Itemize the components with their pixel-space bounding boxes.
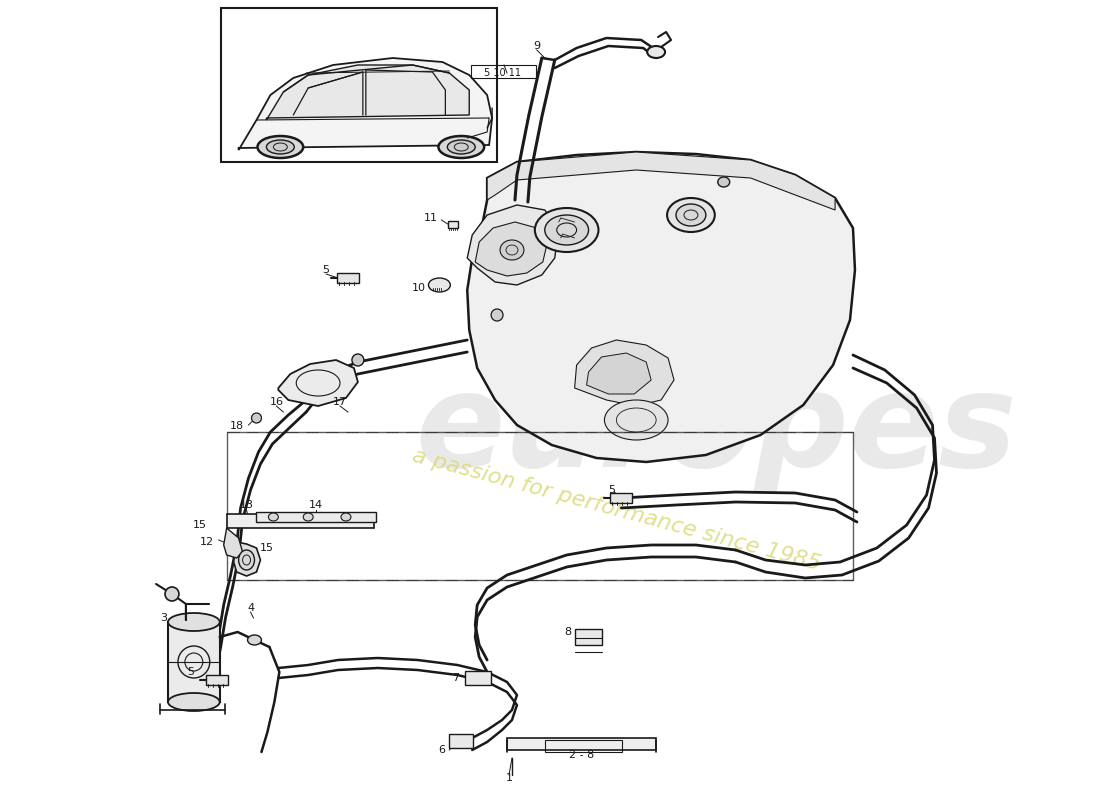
Bar: [432, 281, 442, 288]
Ellipse shape: [266, 140, 295, 154]
Ellipse shape: [439, 136, 484, 158]
Bar: [471, 65, 536, 78]
Polygon shape: [223, 528, 243, 558]
Bar: [221, 8, 497, 162]
Text: 4: 4: [248, 603, 254, 613]
Ellipse shape: [544, 215, 588, 245]
Ellipse shape: [535, 208, 598, 252]
Text: 9: 9: [534, 41, 540, 51]
Ellipse shape: [667, 198, 715, 232]
Ellipse shape: [268, 513, 278, 521]
Text: 3: 3: [160, 613, 167, 623]
Text: a passion for performance since 1985: a passion for performance since 1985: [410, 446, 823, 574]
Polygon shape: [468, 205, 559, 285]
Text: 5 10 11: 5 10 11: [484, 68, 520, 78]
Ellipse shape: [352, 354, 364, 366]
Ellipse shape: [168, 693, 220, 711]
Ellipse shape: [429, 278, 450, 292]
Ellipse shape: [168, 613, 220, 631]
Ellipse shape: [165, 587, 179, 601]
Text: 11: 11: [424, 213, 438, 223]
Ellipse shape: [248, 635, 262, 645]
Text: 12: 12: [199, 537, 213, 547]
Text: 13: 13: [240, 500, 253, 510]
Ellipse shape: [252, 413, 262, 423]
Bar: [544, 740, 623, 752]
Bar: [227, 514, 374, 528]
Bar: [465, 671, 491, 685]
Text: 15: 15: [260, 543, 274, 553]
Text: 8: 8: [564, 627, 572, 637]
Text: 2 - 8: 2 - 8: [569, 750, 594, 760]
Text: 17: 17: [333, 397, 348, 407]
Polygon shape: [239, 58, 492, 150]
Ellipse shape: [304, 513, 313, 521]
Ellipse shape: [500, 240, 524, 260]
Bar: [337, 273, 359, 283]
Text: europes: europes: [415, 366, 1016, 494]
Polygon shape: [468, 152, 855, 462]
Bar: [449, 221, 459, 228]
Bar: [610, 493, 632, 503]
Ellipse shape: [604, 400, 668, 440]
Polygon shape: [586, 353, 651, 394]
Ellipse shape: [448, 140, 475, 154]
Polygon shape: [574, 340, 674, 406]
Text: 5: 5: [322, 265, 330, 275]
Polygon shape: [278, 360, 358, 406]
Bar: [227, 432, 853, 580]
Ellipse shape: [257, 136, 304, 158]
Text: 5: 5: [608, 485, 615, 495]
Text: 18: 18: [230, 421, 243, 431]
Text: 6: 6: [439, 745, 446, 755]
Text: 1: 1: [506, 773, 513, 783]
Bar: [450, 734, 473, 748]
Bar: [574, 629, 603, 645]
Bar: [256, 512, 376, 522]
Polygon shape: [266, 65, 470, 120]
Bar: [507, 738, 656, 750]
Text: 14: 14: [309, 500, 323, 510]
Ellipse shape: [647, 46, 666, 58]
Polygon shape: [487, 152, 835, 210]
Ellipse shape: [676, 204, 706, 226]
Text: 16: 16: [270, 397, 284, 407]
Text: 15: 15: [192, 520, 207, 530]
Ellipse shape: [718, 177, 729, 187]
Ellipse shape: [491, 309, 503, 321]
Polygon shape: [475, 222, 547, 276]
Text: 10: 10: [411, 283, 426, 293]
Bar: [206, 675, 228, 685]
Bar: [168, 622, 220, 702]
Text: 7: 7: [452, 673, 460, 683]
Polygon shape: [233, 542, 261, 576]
Ellipse shape: [239, 550, 254, 570]
Ellipse shape: [341, 513, 351, 521]
Text: 5: 5: [187, 667, 194, 677]
